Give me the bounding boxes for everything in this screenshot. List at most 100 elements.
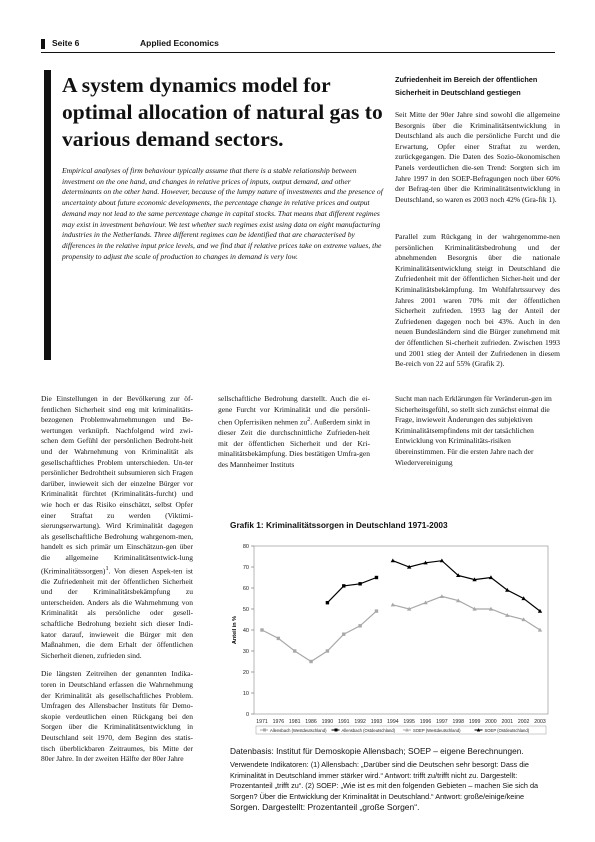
series-line (261, 610, 377, 663)
data-point (439, 558, 445, 563)
section-name: Applied Economics (140, 38, 219, 48)
data-point (293, 649, 297, 653)
title-side-bar (44, 70, 51, 360)
data-point (325, 601, 330, 605)
data-point (472, 606, 477, 611)
legend-label: Allensbach (Westdeutschland) (270, 728, 327, 733)
data-point (537, 627, 543, 632)
x-tick-label: 2003 (534, 719, 546, 725)
indicator-text: Verwendete Indikatoren: (1) Allensbach: … (230, 760, 539, 801)
x-tick-label: 1991 (338, 719, 350, 725)
data-point (358, 582, 362, 586)
x-tick-label: 1996 (420, 719, 432, 725)
article-title: A system dynamics model for optimal allo… (62, 73, 383, 151)
data-point (342, 584, 346, 588)
y-tick-label: 40 (243, 628, 249, 634)
chart-indicators: Verwendete Indikatoren: (1) Allensbach: … (230, 760, 560, 814)
data-point (521, 617, 526, 622)
body-text: . Außerdem sinkt in dieser Zeit die durc… (218, 417, 370, 470)
body-column-2: sellschaftliche Bedrohung darstellt. Auc… (218, 394, 370, 479)
data-point (456, 573, 461, 577)
data-point (488, 606, 494, 611)
data-point (276, 636, 281, 641)
x-tick-label: 1981 (289, 719, 301, 725)
data-point (325, 649, 330, 653)
x-tick-label: 1997 (436, 719, 448, 725)
x-tick-label: 1999 (469, 719, 481, 725)
header-marker (41, 39, 45, 49)
data-point (423, 560, 428, 565)
y-tick-label: 20 (243, 670, 249, 676)
body-paragraph: Sucht man nach Erklärungen für Veränderu… (395, 394, 552, 467)
data-point (488, 575, 494, 580)
data-point (358, 624, 362, 628)
x-tick-label: 2001 (502, 719, 514, 725)
line-chart: 0 10 20 30 40 50 60 70 80 Anteil in % 1971 1976 1981… (232, 544, 549, 735)
series-line (392, 560, 541, 612)
y-tick-label: 70 (243, 565, 249, 571)
data-point (505, 613, 510, 617)
x-tick-label: 1986 (305, 719, 317, 725)
data-point (260, 628, 264, 632)
data-point (406, 564, 412, 569)
footnote-ref: 2 (307, 416, 311, 424)
x-tick-label: 1976 (273, 719, 285, 725)
header-rule (41, 52, 555, 53)
x-tick-label: 1971 (256, 719, 268, 725)
y-tick-label: 60 (243, 586, 249, 592)
legend-label: SOEP (Westdeutschland) (413, 728, 461, 733)
x-tick-label: 1998 (452, 719, 464, 725)
x-tick-label: 1992 (354, 719, 366, 725)
chart-source: Datenbasis: Institut für Demoskopie Alle… (230, 746, 524, 756)
legend-box (255, 725, 547, 735)
data-point (390, 558, 396, 563)
body-paragraph: Die Einstellungen in der Bevölkerung zur… (41, 394, 193, 661)
data-point (423, 600, 428, 605)
body-column-3: Sucht man nach Erklärungen für Veränderu… (395, 394, 557, 476)
body-column-1: Die Einstellungen in der Bevölkerung zur… (41, 394, 193, 773)
x-tick-label: 2002 (518, 719, 530, 725)
body-paragraph: Die längsten Zeitreihen der genannten In… (41, 669, 193, 764)
x-tick-label: 1995 (403, 719, 415, 725)
y-tick-label: 80 (243, 544, 249, 550)
right-column-heading: Zufriedenheit im Bereich der öffentliche… (395, 75, 538, 97)
series-line (326, 576, 377, 604)
body-text: Die Einstellungen in der Bevölkerung zur… (41, 394, 193, 575)
legend-label: SOEP (Ostdeutschland) (485, 728, 530, 733)
page-number: Seite 6 (52, 38, 80, 48)
article-abstract: Empirical analyses of firm behaviour typ… (62, 166, 383, 261)
footnote-ref: 1 (105, 564, 109, 572)
data-point (374, 575, 379, 580)
x-tick-label: 1993 (371, 719, 383, 725)
plot-frame (253, 545, 549, 715)
legend-marker (405, 728, 409, 732)
body-text: . Von diesen Aspek-ten ist die Zufrieden… (41, 566, 193, 660)
indicator-text-end: Sorgen. Dargestellt: Prozentanteil „groß… (230, 802, 420, 813)
data-point (537, 608, 543, 613)
y-tick-label: 30 (243, 649, 249, 655)
chart-title: Grafik 1: Kriminalitätssorgen in Deutsch… (230, 520, 448, 530)
right-column-paragraph-1: Seit Mitte der 90er Jahre sind sowohl di… (395, 110, 560, 204)
legend-marker (263, 728, 266, 732)
y-tick-label: 50 (243, 607, 249, 613)
series-line (392, 595, 541, 631)
data-point (309, 659, 313, 664)
x-tick-label: 2000 (485, 719, 497, 725)
data-point (342, 632, 346, 636)
body-paragraph: sellschaftliche Bedrohung darstellt. Auc… (218, 394, 370, 471)
right-column-paragraph-2: Parallel zum Rückgang in der wahrgenomme… (395, 232, 560, 369)
data-point (406, 606, 412, 611)
data-point (439, 594, 445, 598)
x-tick-label: 1994 (387, 719, 399, 725)
body-text: sellschaftliche Bedrohung darstellt. Auc… (218, 394, 370, 427)
data-point (456, 598, 461, 603)
data-point (390, 602, 396, 607)
data-point (472, 577, 477, 582)
legend-marker (334, 728, 338, 732)
legend-label: Allensbach (Ostdeutschland) (342, 728, 396, 733)
data-point (374, 609, 379, 613)
data-point (505, 587, 510, 592)
legend-marker (476, 728, 481, 732)
y-tick-label: 10 (243, 691, 249, 697)
x-tick-label: 1990 (322, 719, 334, 725)
